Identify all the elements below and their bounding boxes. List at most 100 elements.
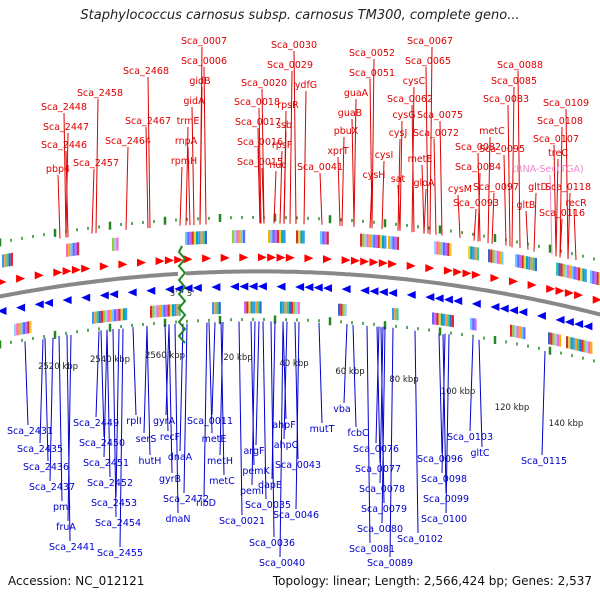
gene-label-top[interactable]: Sca_0075 <box>417 110 463 121</box>
gene-label-top[interactable]: Sca_0018 <box>234 97 280 108</box>
gene-label-top[interactable]: Sca_0118 <box>545 182 591 193</box>
gene-label-bottom[interactable]: fcbC <box>347 428 369 439</box>
gene-label-top[interactable]: cysJ <box>389 128 408 139</box>
gene-label-top[interactable]: cysM <box>448 184 472 195</box>
gene-label-bottom[interactable]: Sca_2453 <box>91 498 137 509</box>
gene-label-top[interactable]: Sca_0108 <box>537 116 583 127</box>
gene-label-top[interactable]: ssb <box>276 120 292 131</box>
gene-label-bottom[interactable]: Sca_2454 <box>95 518 141 529</box>
gene-label-top[interactable]: guaB <box>338 108 362 119</box>
gene-label-bottom[interactable]: argF <box>243 446 264 457</box>
gene-label-bottom[interactable]: rplI <box>126 416 141 427</box>
gene-label-top[interactable]: metC <box>479 126 505 137</box>
gene-label-top[interactable]: Sca_0062 <box>387 94 433 105</box>
gene-label-top[interactable]: gidA <box>183 96 205 107</box>
gene-label-bottom[interactable]: Sca_0102 <box>397 534 443 545</box>
gene-label-bottom[interactable]: dnaN <box>166 514 191 525</box>
gene-label-bottom[interactable]: Sca_2431 <box>7 426 53 437</box>
gene-label-top[interactable]: Sca_2464 <box>105 136 151 147</box>
gene-label-bottom[interactable]: Sca_0040 <box>259 558 305 569</box>
gene-label-top[interactable]: Sca_0072 <box>413 128 459 139</box>
gene-label-top[interactable]: Sca_0020 <box>241 78 287 89</box>
gene-label-bottom[interactable]: Sca_0078 <box>359 484 405 495</box>
gene-label-top[interactable]: Sca_2446 <box>41 140 87 151</box>
gene-label-bottom[interactable]: Sca_2455 <box>97 548 143 559</box>
gene-label-bottom[interactable]: Sca_0081 <box>349 544 395 555</box>
gene-label-bottom[interactable]: Sca_0098 <box>421 474 467 485</box>
gene-label-top[interactable]: rpmH <box>171 156 197 167</box>
gene-label-bottom[interactable]: Sca_2450 <box>79 438 125 449</box>
gene-label-bottom[interactable]: pemI <box>240 486 264 497</box>
gene-label-bottom[interactable]: Sca_0076 <box>353 444 399 455</box>
gene-label-top[interactable]: Sca_0029 <box>267 60 313 71</box>
gene-label-bottom[interactable]: gyrB <box>159 474 181 485</box>
gene-label-bottom[interactable]: Sca_0103 <box>447 432 493 443</box>
gene-label-top[interactable]: Sca_0067 <box>407 36 453 47</box>
gene-label-top[interactable]: recR <box>565 198 587 209</box>
gene-label-top[interactable]: trmE <box>177 116 200 127</box>
gene-label-top[interactable]: sat <box>391 174 406 185</box>
gene-label-bottom[interactable]: Sca_0115 <box>521 456 567 467</box>
gene-label-top[interactable]: Sca_2468 <box>123 66 169 77</box>
gene-label-bottom[interactable]: Sca_0096 <box>417 454 463 465</box>
gene-label-top[interactable]: Sca_0109 <box>543 98 589 109</box>
gene-label-bottom[interactable]: Sca_0089 <box>367 558 413 569</box>
gene-label-bottom[interactable]: Sca_2437 <box>29 482 75 493</box>
gene-label-bottom[interactable]: ahpC <box>274 440 299 451</box>
gene-label-bottom[interactable]: metC <box>209 476 235 487</box>
gene-label-bottom[interactable]: fruA <box>56 522 76 533</box>
gene-label-bottom[interactable]: gltC <box>470 448 489 459</box>
gene-label-top[interactable]: Sca_0051 <box>349 68 395 79</box>
gene-label-bottom[interactable]: Sca_2472 <box>163 494 209 505</box>
gene-label-top[interactable]: Sca_0016 <box>237 137 283 148</box>
gene-label-top[interactable]: Sca_0065 <box>405 56 451 67</box>
gene-label-bottom[interactable]: dnaA <box>168 452 193 463</box>
gene-label-top[interactable]: pbp4 <box>46 164 70 175</box>
gene-label-bottom[interactable]: recF <box>160 432 180 443</box>
gene-label-bottom[interactable]: Sca_2449 <box>73 418 119 429</box>
gene-label-bottom[interactable]: pemK <box>242 466 270 477</box>
gene-label-top[interactable]: cysG <box>392 110 415 121</box>
gene-label-bottom[interactable]: metH <box>207 456 233 467</box>
gene-label-bottom[interactable]: Sca_2436 <box>23 462 69 473</box>
gene-label-bottom[interactable]: Sca_0099 <box>423 494 469 505</box>
gene-label-bottom[interactable]: Sca_0080 <box>357 524 403 535</box>
gene-label-top[interactable]: Sca_0007 <box>181 36 227 47</box>
gene-label-top[interactable]: gidB <box>189 76 210 87</box>
gene-label-top[interactable]: Sca_2447 <box>43 122 89 133</box>
gene-label-top[interactable]: xprT <box>327 146 349 157</box>
gene-label-top[interactable]: gloA <box>414 178 435 189</box>
gene-label-top[interactable]: Sca_0030 <box>271 40 317 51</box>
gene-label-bottom[interactable]: pmi <box>53 502 71 513</box>
gene-label-bottom[interactable]: Sca_0077 <box>355 464 401 475</box>
gene-label-top[interactable]: treC <box>548 148 568 159</box>
gene-label-top[interactable]: Sca_2467 <box>125 116 171 127</box>
gene-label-top[interactable]: Sca_0084 <box>455 162 501 173</box>
gene-label-top[interactable]: Sca_2458 <box>77 88 123 99</box>
gene-label-top[interactable]: pbuX <box>334 126 359 137</box>
gene-label-top[interactable]: metE <box>408 154 433 165</box>
gene-label-top[interactable]: gltD <box>528 182 548 193</box>
gene-label-bottom[interactable]: mutT <box>310 424 335 435</box>
gene-label-bottom[interactable]: Sca_2452 <box>87 478 133 489</box>
gene-label-bottom[interactable]: Sca_2451 <box>83 458 129 469</box>
gene-label-bottom[interactable]: serS <box>136 434 157 445</box>
gene-label-top[interactable]: cysI <box>375 150 394 161</box>
gene-label-bottom[interactable]: Sca_0011 <box>187 416 233 427</box>
gene-label-top[interactable]: Sca_0116 <box>539 208 585 219</box>
gene-label-top[interactable]: Sca_0006 <box>181 56 227 67</box>
gene-label-top[interactable]: rpsF <box>272 140 292 151</box>
gene-label-top[interactable]: Sca_0097 <box>473 182 519 193</box>
gene-label-top[interactable]: rpsR <box>277 100 299 111</box>
gene-label-bottom[interactable]: Sca_0043 <box>275 460 321 471</box>
gene-label-top[interactable]: Sca_0052 <box>349 48 395 59</box>
gene-label-bottom[interactable]: vba <box>333 404 350 415</box>
gene-label-bottom[interactable]: Sca_0036 <box>249 538 295 549</box>
gene-label-top[interactable]: Sca_0082 <box>455 142 501 153</box>
gene-label-bottom[interactable]: Sca_0079 <box>361 504 407 515</box>
gene-label-top[interactable]: rnpA <box>175 136 198 147</box>
gene-label-top[interactable]: cysH <box>363 170 386 181</box>
gene-label-bottom[interactable]: ribD <box>196 498 216 509</box>
gene-label-top[interactable]: gltB <box>517 200 536 211</box>
gene-label-top[interactable]: Sca_0085 <box>491 76 537 87</box>
